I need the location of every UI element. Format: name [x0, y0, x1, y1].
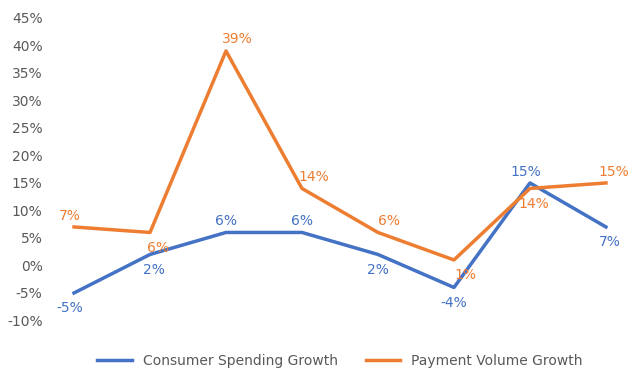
- Consumer Spending Growth: [450, 285, 458, 290]
- Text: -5%: -5%: [57, 301, 84, 315]
- Text: 7%: 7%: [599, 235, 621, 249]
- Payment Volume Growth: [526, 186, 534, 191]
- Legend: Consumer Spending Growth, Payment Volume Growth: Consumer Spending Growth, Payment Volume…: [92, 348, 589, 373]
- Text: 14%: 14%: [518, 197, 549, 211]
- Text: 15%: 15%: [598, 165, 629, 179]
- Text: 2%: 2%: [143, 263, 164, 277]
- Text: 2%: 2%: [367, 263, 389, 277]
- Consumer Spending Growth: [374, 252, 382, 257]
- Payment Volume Growth: [146, 230, 154, 235]
- Consumer Spending Growth: [298, 230, 306, 235]
- Consumer Spending Growth: [526, 181, 534, 185]
- Text: 6%: 6%: [147, 241, 168, 255]
- Text: 6%: 6%: [215, 215, 237, 229]
- Text: 7%: 7%: [60, 209, 81, 223]
- Text: 6%: 6%: [291, 215, 313, 229]
- Payment Volume Growth: [70, 225, 78, 229]
- Payment Volume Growth: [374, 230, 382, 235]
- Consumer Spending Growth: [70, 291, 78, 295]
- Line: Payment Volume Growth: Payment Volume Growth: [74, 51, 606, 260]
- Payment Volume Growth: [602, 181, 610, 185]
- Text: 6%: 6%: [378, 215, 401, 229]
- Text: 39%: 39%: [222, 32, 253, 46]
- Consumer Spending Growth: [222, 230, 230, 235]
- Text: 1%: 1%: [454, 268, 476, 282]
- Text: 15%: 15%: [511, 165, 541, 179]
- Text: -4%: -4%: [440, 296, 467, 310]
- Payment Volume Growth: [298, 186, 306, 191]
- Payment Volume Growth: [450, 258, 458, 262]
- Payment Volume Growth: [222, 49, 230, 53]
- Line: Consumer Spending Growth: Consumer Spending Growth: [74, 183, 606, 293]
- Consumer Spending Growth: [146, 252, 154, 257]
- Consumer Spending Growth: [602, 225, 610, 229]
- Text: 14%: 14%: [298, 170, 329, 184]
